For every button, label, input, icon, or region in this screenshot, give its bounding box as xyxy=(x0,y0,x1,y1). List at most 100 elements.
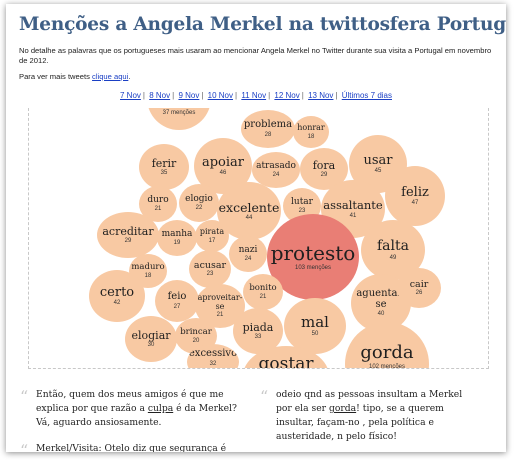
quote-text: ! tipo, se a querem xyxy=(356,403,444,414)
bubble-count: 49 xyxy=(389,254,397,261)
bubble-count: 44 xyxy=(245,215,253,222)
quote-left-2: Merkel/Visita: Otelo diz que segurança é xyxy=(36,442,266,452)
bubble-acusar[interactable]: acusar 23 xyxy=(189,250,231,288)
quote-line: por ela ser gorda! tipo, se a querem xyxy=(276,402,496,416)
bubble-count: 37 menções xyxy=(162,110,196,116)
bubble-count: 102 menções xyxy=(368,363,406,369)
bubble-count: 45 xyxy=(374,168,382,175)
bubble-feio[interactable]: feio 27 xyxy=(155,280,199,322)
bubble-word: usar xyxy=(363,152,393,168)
quotes-area: “ Então, quem dos meus amigos é que me e… xyxy=(18,387,498,453)
bubble-count: 103 menções xyxy=(294,265,332,271)
quote-line: odeio qnd as pessoas insultam a Merkel xyxy=(276,389,463,400)
bubble-top[interactable]: 37 menções xyxy=(147,108,211,130)
bubble-excessivo[interactable]: excessivo 32 xyxy=(187,344,239,368)
bubble-word: duro xyxy=(147,194,169,205)
page-frame: Menções a Angela Merkel na twittosfera P… xyxy=(6,4,506,452)
quote-text: explica por que razão a xyxy=(36,403,148,414)
bubble-word: excelente xyxy=(218,199,280,215)
bubble-ferir[interactable]: ferir 35 xyxy=(139,144,189,190)
date-nav: 7 Nov | 8 Nov | 9 Nov | 10 Nov | 11 Nov | 12 … xyxy=(6,91,506,100)
quote-line: Merkel/Visita: Otelo diz que segurança é xyxy=(36,443,227,452)
bubble-word: acreditar xyxy=(102,224,154,238)
bubble-word: lutar xyxy=(291,196,313,207)
bubble-word: protesto xyxy=(270,241,356,265)
bubble-count: 21 xyxy=(259,293,267,300)
bubble-certo[interactable]: certo 42 xyxy=(89,270,145,322)
bubble-word: piada xyxy=(242,320,274,334)
bubble-problema[interactable]: problema 28 xyxy=(241,110,295,148)
bubble-word: gostar xyxy=(258,354,314,369)
bubble-word: apoiar xyxy=(201,154,245,170)
nav-13-nov[interactable]: 13 Nov xyxy=(308,91,334,100)
bubble-nazi[interactable]: nazi 24 xyxy=(229,236,267,272)
bubble-feliz[interactable]: feliz 47 xyxy=(385,166,445,226)
nav-last-7-days[interactable]: Últimos 7 dias xyxy=(341,91,392,100)
bubble-count: 20 xyxy=(192,337,200,344)
bubble-count: 32 xyxy=(209,360,217,367)
bubble-manha[interactable]: manha 19 xyxy=(157,220,197,256)
nav-separator: | xyxy=(268,91,271,100)
bubble-word: elogiar xyxy=(131,328,171,342)
bubble-pirata[interactable]: pirata 17 xyxy=(195,220,229,252)
bubble-acreditar[interactable]: acreditar 29 xyxy=(97,212,159,258)
quote-right: odeio qnd as pessoas insultam a Merkel p… xyxy=(276,388,496,444)
quote-line: insultar, façam-no , pela política e xyxy=(276,417,434,428)
bubble-word: cair xyxy=(409,278,429,290)
bubble-honrar[interactable]: honrar 18 xyxy=(293,116,329,148)
bubble-count: 17 xyxy=(208,237,216,244)
bubble-word: problema xyxy=(243,119,293,131)
nav-separator: | xyxy=(172,91,175,100)
bubble-count: 23 xyxy=(298,208,306,215)
bubble-elogiar[interactable]: elogiar 30 xyxy=(125,316,177,362)
bubble-count: 21 xyxy=(154,206,162,213)
quote-mark-icon: “ xyxy=(20,441,29,453)
quote-line: austeridade, n pelo físico! xyxy=(276,431,397,442)
bubble-word: honrar xyxy=(297,123,325,133)
bubble-word: acusar xyxy=(193,259,227,271)
bubble-count: 33 xyxy=(254,334,262,341)
bubble-count: 18 xyxy=(307,133,315,140)
nav-separator: | xyxy=(142,91,145,100)
bubble-word: maduro xyxy=(131,262,165,273)
bubble-word: assaltante xyxy=(323,198,383,213)
bubble-count: 47 xyxy=(411,200,419,207)
bubble-count: 35 xyxy=(160,170,168,177)
bubble-word: manha xyxy=(161,228,193,239)
nav-9-nov[interactable]: 9 Nov xyxy=(178,91,200,100)
bubble-word: brincar xyxy=(180,327,212,338)
bubble-protesto[interactable]: protesto 103 menções xyxy=(267,214,359,300)
quote-mark-icon: “ xyxy=(20,387,29,406)
bubble-falta[interactable]: falta 49 xyxy=(361,220,425,280)
nav-12-nov[interactable]: 12 Nov xyxy=(274,91,300,100)
quote-text: por ela ser xyxy=(276,403,329,414)
more-tweets-link[interactable]: clique aqui xyxy=(92,72,129,81)
bubble-gorda[interactable]: gorda 102 menções xyxy=(345,322,429,369)
nav-separator: | xyxy=(301,91,304,100)
bubble-bonito[interactable]: bonito 21 xyxy=(243,274,283,310)
quote-line: Então, quem dos meus amigos é que me xyxy=(36,389,224,400)
bubble-word: feliz xyxy=(401,184,429,200)
bubble-count: 24 xyxy=(272,172,280,179)
bubble-gostar[interactable]: gostar xyxy=(243,346,329,369)
bubble-word: aguentar-se xyxy=(356,288,406,310)
bubble-cair[interactable]: cair 26 xyxy=(397,268,441,308)
bubble-word: feio xyxy=(167,291,187,303)
bubble-count: 50 xyxy=(311,331,319,338)
bubble-mal[interactable]: mal 50 xyxy=(284,298,346,354)
bubble-atrasado[interactable]: atrasado 24 xyxy=(252,152,300,188)
bubble-count: 40 xyxy=(377,311,385,317)
nav-10-nov[interactable]: 10 Nov xyxy=(207,91,234,100)
intro-text: No detalhe as palavras que os portuguese… xyxy=(19,46,492,65)
quote-mark-icon: “ xyxy=(260,387,269,406)
bubble-count: 24 xyxy=(244,256,252,263)
nav-11-nov[interactable]: 11 Nov xyxy=(241,91,267,100)
bubble-count: 29 xyxy=(320,172,328,179)
bubble-count: 29 xyxy=(124,238,132,245)
quote-left: Então, quem dos meus amigos é que me exp… xyxy=(36,388,256,430)
nav-7-nov[interactable]: 7 Nov xyxy=(120,91,141,100)
nav-8-nov[interactable]: 8 Nov xyxy=(149,91,171,100)
bubble-word: pirata xyxy=(199,227,225,237)
bubble-elogio[interactable]: elogio 22 xyxy=(179,184,219,222)
bubble-count: 28 xyxy=(264,131,272,138)
